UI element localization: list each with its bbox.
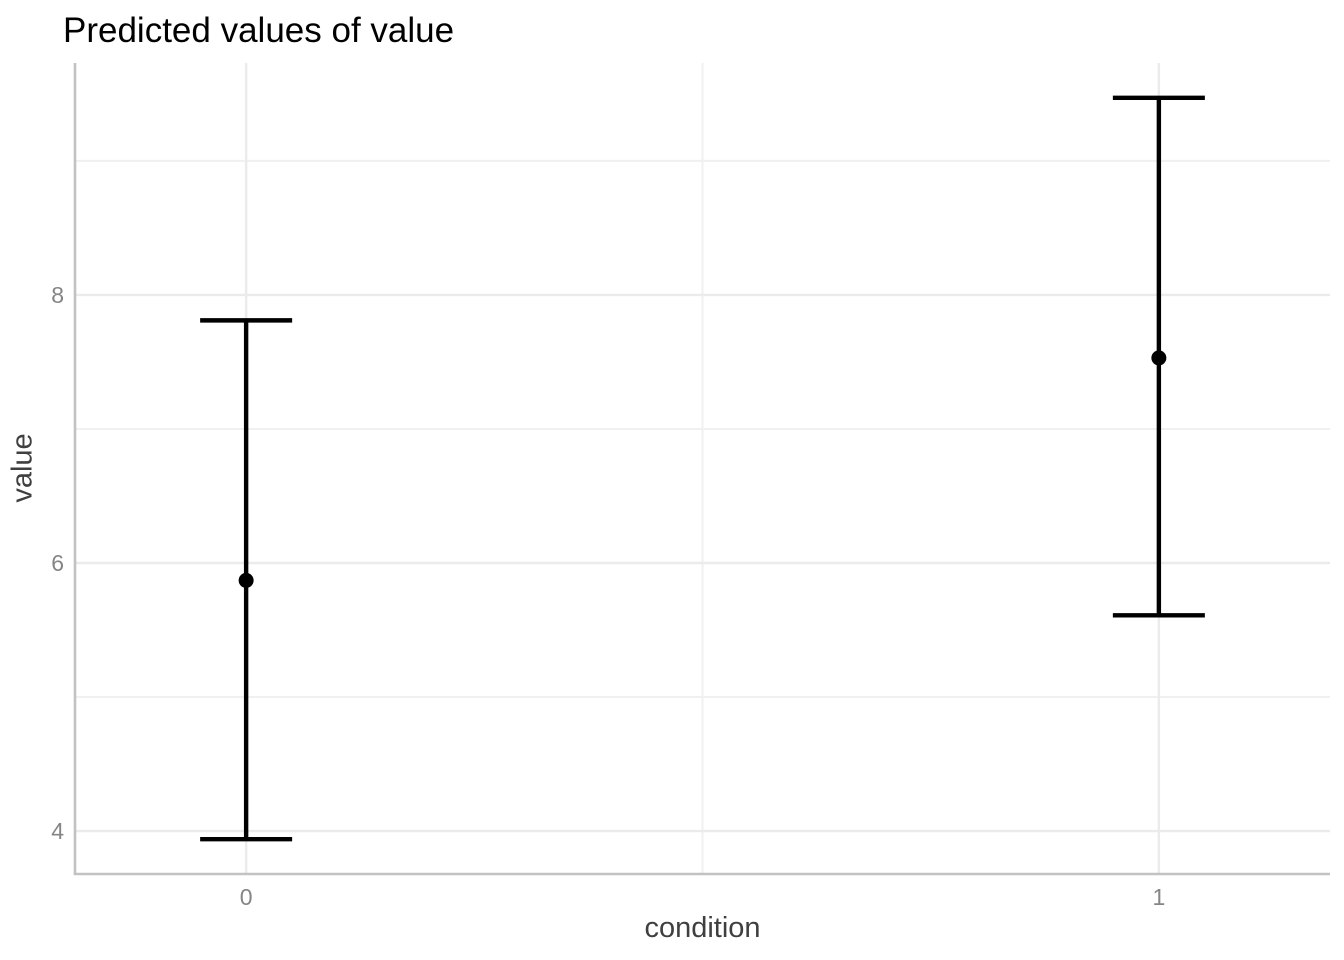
x-tick-label: 1 — [1152, 884, 1165, 910]
point-marker — [1151, 350, 1167, 366]
plot-title: Predicted values of value — [63, 11, 455, 50]
x-tick-label: 0 — [240, 884, 253, 910]
y-tick-label: 4 — [51, 818, 64, 844]
y-tick-label: 6 — [51, 550, 64, 576]
x-axis-title: condition — [644, 912, 761, 944]
point-marker — [238, 572, 254, 588]
y-tick-label: 8 — [51, 282, 64, 308]
